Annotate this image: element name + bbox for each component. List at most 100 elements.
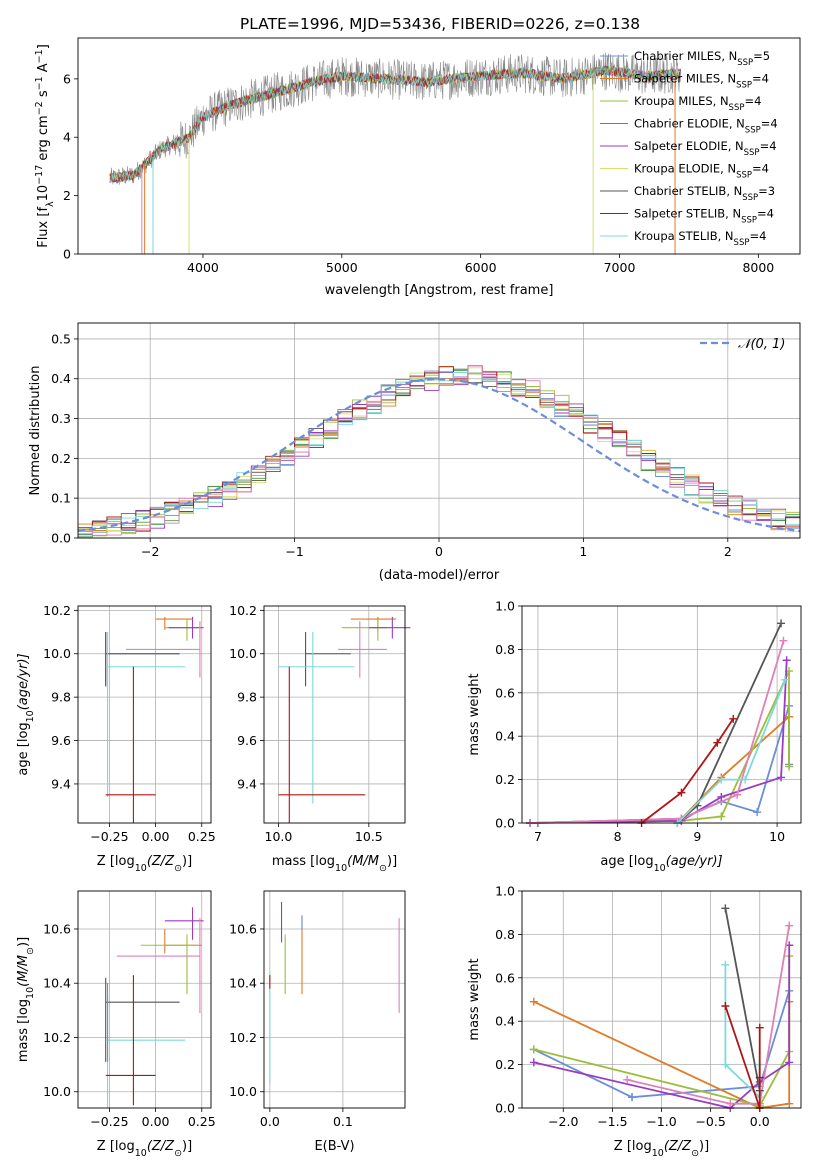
weight-marker: [785, 1099, 794, 1108]
normal-curve: [78, 378, 800, 533]
weight-line: [529, 705, 790, 824]
weight-marker: [755, 1023, 764, 1032]
mass_vs_ebv-errorbars: [269, 901, 400, 1084]
x-axis-label: mass [log10(M/M⊙)]: [272, 854, 397, 874]
x-tick-label: −0.5: [695, 1114, 725, 1129]
weight-marker: [755, 1073, 764, 1082]
x-tick-label: 0.1: [333, 1114, 353, 1129]
x-tick-label: 10.5: [355, 829, 383, 844]
y-tick-label: 10.4: [43, 976, 71, 991]
y-tick-label: 0.4: [51, 371, 71, 386]
errorbar-point: [368, 616, 411, 639]
legend-entry: Chabrier STELIB, NSSP=3: [634, 184, 775, 203]
y-axis-label: age [log10(age/yr)]: [16, 653, 36, 775]
residual-histogram: [78, 365, 800, 538]
weight-marker: [623, 1075, 632, 1084]
age_vs_mass-errorbars: [278, 616, 411, 823]
weight-line: [724, 964, 761, 1100]
y-tick-label: 0.0: [51, 531, 71, 546]
errorbar-point: [278, 632, 355, 804]
y-axis-label: mass weight: [467, 673, 482, 755]
y-tick-label: 0.3: [51, 411, 71, 426]
weight-line: [529, 716, 790, 824]
x-axis-label: wavelength [Angstrom, rest frame]: [325, 283, 554, 298]
x-tick-label: −2: [141, 544, 159, 559]
y-tick-label: 0: [63, 247, 71, 262]
axes-frame: [77, 322, 801, 539]
errorbar-point: [107, 632, 186, 797]
errorbar-point: [164, 907, 204, 940]
spectrum-model-line: [109, 65, 681, 184]
weight-marker: [717, 792, 726, 801]
axes-frame: [263, 890, 406, 1109]
y-tick-label: 10.0: [43, 646, 71, 661]
errorbar-point: [126, 621, 201, 678]
y-tick-label: 9.8: [237, 690, 257, 705]
errorbar-point: [164, 619, 199, 641]
errorbar-point: [278, 666, 366, 823]
mass_vs_Z-errorbars: [105, 907, 204, 1108]
x-tick-label: 8000: [742, 260, 774, 275]
x-tick-label: 0.00: [142, 829, 170, 844]
axes-frame: [77, 890, 212, 1109]
errorbar-point: [105, 975, 156, 1106]
y-tick-label: 2: [63, 188, 71, 203]
y-tick-label: 10.6: [229, 921, 257, 936]
weight-marker: [721, 904, 730, 913]
mass_vs_ebv-axes: 0.0 0.1 10.0 10.2 10.4 10.6 E(B-V): [229, 891, 405, 1154]
legend-entry: Salpeter MILES, NSSP=4: [634, 72, 769, 91]
weight-marker: [785, 1058, 794, 1067]
weight-marker: [717, 775, 726, 784]
y-tick-label: 0.0: [495, 1101, 515, 1116]
legend-entry: Kroupa ELODIE, NSSP=4: [634, 162, 769, 181]
axes-frame: [521, 605, 802, 824]
mw_vs_Z-axes: −2.0 −1.5 −1.0 −0.5 0.0 0.0 0.2 0.4 0.6 0.8 1.0 Z […: [467, 884, 801, 1159]
x-axis-label: E(B-V): [314, 1139, 354, 1154]
weight-marker: [717, 812, 726, 821]
y-tick-label: 10.2: [43, 1030, 71, 1045]
y-tick-label: 10.0: [229, 646, 257, 661]
x-tick-label: 7: [534, 829, 542, 844]
y-tick-label: 0.4: [495, 729, 515, 744]
errorbar-point: [140, 934, 199, 995]
weight-line: [529, 640, 785, 824]
y-tick-label: 9.8: [51, 690, 71, 705]
x-tick-label: 0.00: [142, 1114, 170, 1129]
weight-marker: [677, 788, 686, 797]
x-tick-label: 7000: [604, 260, 636, 275]
weight-marker: [713, 738, 722, 747]
mw_vs_Z-series: [529, 904, 794, 1112]
legend-entry: Salpeter ELODIE, NSSP=4: [634, 139, 777, 158]
y-tick-label: 0.6: [495, 970, 515, 985]
weight-marker: [529, 1058, 538, 1067]
mw_vs_age-series: [525, 619, 794, 827]
weight-marker: [785, 921, 794, 930]
y-tick-label: 0.2: [495, 1057, 515, 1072]
weight-line: [676, 679, 786, 824]
weight-line: [529, 670, 790, 824]
x-tick-label: 0.0: [260, 1114, 280, 1129]
age_vs_Z-axes: −0.25 0.00 0.25 9.4 9.6 9.8 10.0 10.2 Z [log10(Z…: [16, 603, 216, 874]
y-axis-label: Normed distribution: [28, 366, 43, 496]
errorbar-point: [116, 918, 201, 1014]
weight-marker: [777, 619, 786, 628]
y-tick-label: 1.0: [495, 884, 515, 899]
y-tick-label: 0.6: [495, 685, 515, 700]
y-tick-label: 0.1: [51, 491, 71, 506]
weight-line: [641, 718, 734, 824]
y-axis-label: Flux [fλ10−17 erg cm−2 s−1 A−1]: [34, 44, 56, 248]
weight-marker: [729, 714, 738, 723]
y-tick-label: 9.6: [237, 733, 257, 748]
x-tick-label: −0.25: [90, 1114, 128, 1129]
errorbar-point: [105, 977, 180, 1062]
weight-marker: [529, 1045, 538, 1054]
x-axis-label: Z [log10(Z/Z⊙)]: [97, 854, 192, 874]
mw_vs_age-axes: 7 8 9 10 0.0 0.2 0.4 0.6 0.8 1.0 age [log10(age/yr…: [467, 599, 801, 874]
spectrum-axes: 4000 5000 6000 7000 8000 0 2 4 6 wavelength [Angs…: [34, 44, 775, 298]
x-axis-label: age [log10(age/yr)]: [600, 854, 722, 874]
x-tick-label: 0.25: [188, 1114, 216, 1129]
errorbar-point: [107, 996, 186, 1108]
y-axis-label: mass weight: [467, 958, 482, 1040]
weight-marker: [781, 675, 790, 684]
weight-marker: [529, 997, 538, 1006]
